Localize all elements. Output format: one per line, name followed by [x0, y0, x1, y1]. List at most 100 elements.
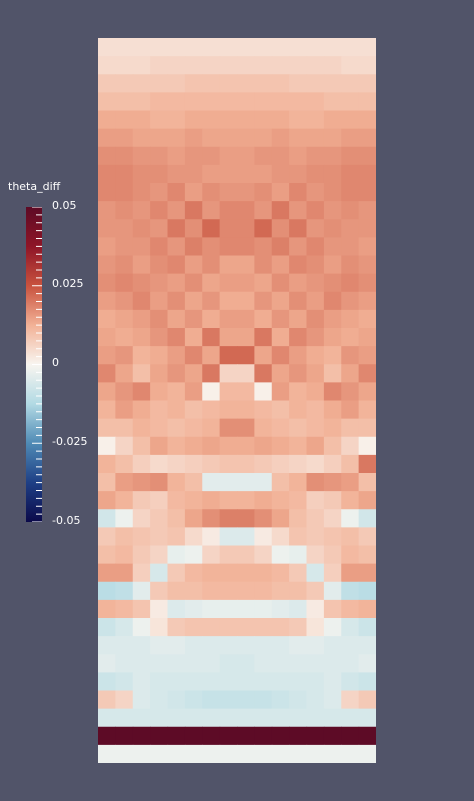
field-cell: [167, 328, 186, 347]
field-cell: [271, 545, 290, 565]
field-cell: [323, 527, 342, 547]
field-cell: [306, 400, 325, 420]
field-cell: [167, 219, 186, 238]
field-cell: [115, 291, 134, 311]
field-cell: [271, 255, 290, 275]
field-cell: [219, 473, 238, 492]
field-cell: [184, 726, 203, 746]
colorbar-label-min: -0.05: [52, 514, 81, 527]
field-cell: [202, 418, 221, 438]
field-cell: [115, 328, 134, 347]
field-cell: [184, 201, 203, 220]
field-cell: [323, 309, 342, 329]
field-cell: [271, 654, 290, 673]
field-cell: [98, 128, 116, 148]
field-cell: [289, 219, 308, 238]
field-cell: [167, 545, 186, 565]
field-cell: [237, 146, 255, 166]
field-cell: [219, 654, 238, 673]
field-cell: [167, 400, 186, 420]
field-cell: [271, 744, 290, 763]
field-cell: [289, 56, 308, 75]
field-cell: [132, 454, 151, 474]
field-cell: [202, 183, 221, 202]
field-cell: [167, 581, 186, 601]
field-cell: [98, 382, 116, 402]
field-cell: [132, 599, 151, 619]
field-cell: [289, 128, 308, 148]
field-cell: [167, 364, 186, 383]
colorbar-legend[interactable]: theta_diff 0.05 0.025 0 -0.025 -0.05: [8, 180, 98, 530]
field-cell: [167, 128, 186, 148]
field-cell: [167, 183, 186, 202]
field-cell: [358, 599, 376, 619]
field-cell: [98, 599, 116, 619]
field-cell: [115, 473, 134, 492]
field-cell: [341, 636, 360, 655]
field-cell: [289, 273, 308, 293]
field-cell: [150, 418, 169, 438]
field-cell: [132, 690, 151, 710]
field-cell: [341, 164, 360, 184]
field-cell: [132, 92, 151, 112]
field-cell: [202, 672, 221, 692]
field-cell: [323, 744, 342, 763]
field-cell: [271, 237, 290, 257]
field-cell: [358, 636, 376, 655]
field-cell: [150, 183, 169, 202]
field-cell: [271, 618, 290, 637]
field-cell: [167, 255, 186, 275]
field-cell: [150, 255, 169, 275]
field-cell: [254, 563, 273, 583]
field-cell: [254, 146, 273, 166]
field-cell: [289, 400, 308, 420]
field-cell: [167, 744, 186, 763]
field-cell: [132, 654, 151, 673]
field-cell: [184, 364, 203, 383]
field-cell: [219, 56, 238, 75]
field-cell: [341, 128, 360, 148]
field-cell: [115, 563, 134, 583]
field-cell: [306, 672, 325, 692]
field-cell: [323, 581, 342, 601]
field-cell: [358, 309, 376, 329]
field-cell: [306, 364, 325, 383]
field-cell: [167, 273, 186, 293]
field-cell: [167, 527, 186, 547]
field-cell: [202, 201, 221, 220]
field-cell: [323, 509, 342, 528]
colorbar-label-lower: -0.025: [52, 435, 88, 448]
field-cell: [150, 382, 169, 402]
field-cell: [202, 636, 221, 655]
field-cell: [323, 400, 342, 420]
field-cell: [202, 273, 221, 293]
field-cell: [323, 382, 342, 402]
theta-diff-field[interactable]: [98, 38, 376, 763]
field-cell: [323, 183, 342, 202]
field-cell: [341, 219, 360, 238]
field-cell: [219, 92, 238, 112]
field-cell: [358, 400, 376, 420]
field-cell: [237, 346, 255, 365]
field-cell: [132, 110, 151, 130]
field-cell: [289, 201, 308, 220]
field-cell: [98, 436, 116, 456]
field-cell: [132, 581, 151, 601]
field-cell: [289, 364, 308, 383]
field-cell: [306, 726, 325, 746]
field-cell: [150, 545, 169, 565]
field-cell: [341, 473, 360, 492]
field-cell: [184, 599, 203, 619]
field-cell: [358, 291, 376, 311]
field-cell: [271, 364, 290, 383]
field-cell: [219, 599, 238, 619]
field-cell: [237, 690, 255, 710]
field-cell: [184, 509, 203, 528]
field-cell: [237, 364, 255, 383]
field-cell: [219, 744, 238, 763]
field-cell: [271, 291, 290, 311]
field-cell: [167, 146, 186, 166]
field-cell: [115, 454, 134, 474]
colorbar-label-upper: 0.025: [52, 277, 84, 290]
